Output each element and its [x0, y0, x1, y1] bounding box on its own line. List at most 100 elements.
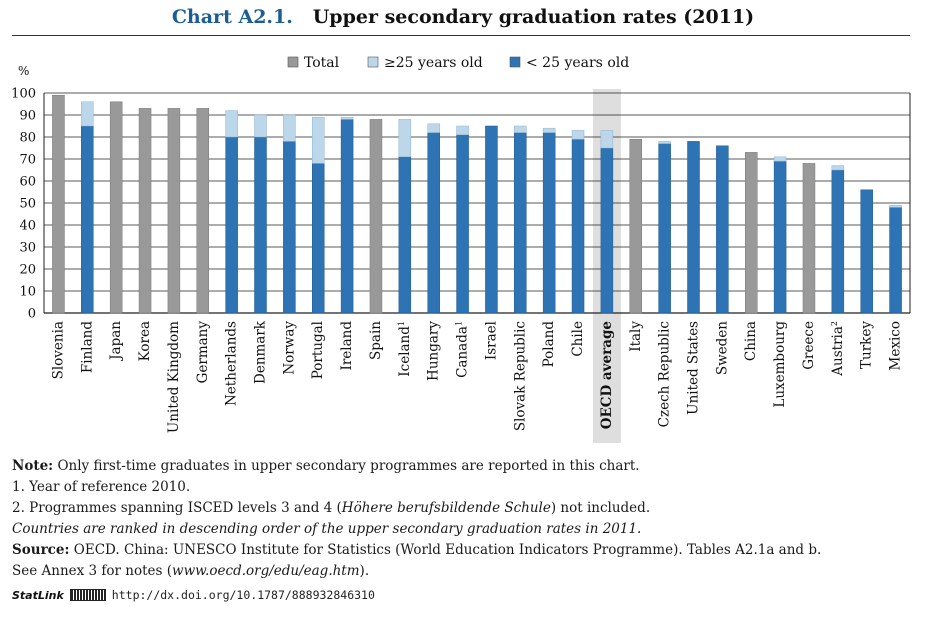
x-tick-label-slovenia: Slovenia — [50, 321, 66, 379]
x-tick-label-text: Sweden — [714, 321, 730, 375]
bar-over25-chile — [571, 130, 585, 140]
x-tick-label-sup: 2 — [830, 321, 839, 326]
x-tick-label-united-states: United States — [686, 321, 702, 415]
bar-over25-luxembourg — [773, 156, 787, 162]
y-tick-label-30: 30 — [19, 241, 36, 256]
x-tick-label-spain: Spain — [368, 321, 384, 360]
source-label: Source: — [12, 542, 70, 558]
bar-total-germany — [196, 108, 210, 314]
bar-over25-hungary — [427, 123, 440, 133]
bar-total-united-kingdom — [167, 108, 181, 314]
x-tick-label-text: OECD average — [599, 321, 615, 429]
bar-over25-finland — [81, 101, 94, 127]
x-tick-label-chile: Chile — [570, 321, 586, 357]
note-text: Only first-time graduates in upper secon… — [53, 458, 640, 474]
statlink-brand: StatLink — [12, 588, 64, 602]
y-tick-label-80: 80 — [19, 131, 36, 146]
x-tick-label-text: Portugal — [310, 321, 326, 379]
bar-under25-portugal — [311, 163, 325, 314]
x-tick-label-text: Greece — [801, 321, 817, 370]
bar-total-korea — [138, 108, 152, 314]
x-tick-label-china: China — [743, 321, 759, 361]
x-tick-label-text: Mexico — [888, 321, 904, 370]
x-tick-label-sup: 1 — [455, 321, 464, 326]
bar-total-china — [744, 152, 758, 314]
bar-under25-denmark — [254, 136, 267, 314]
bar-under25-hungary — [427, 132, 440, 314]
y-tick-label-50: 50 — [19, 197, 36, 212]
x-tick-label-text: Chile — [570, 321, 586, 357]
y-tick-label-100: 100 — [11, 87, 36, 102]
x-tick-label-text: Denmark — [253, 320, 269, 384]
legend-label-total: Total — [304, 55, 340, 71]
x-tick-label-turkey: Turkey — [859, 321, 875, 369]
x-tick-label-text: Turkey — [859, 321, 875, 369]
y-tick-label-0: 0 — [28, 307, 36, 322]
x-tick-label-text: Poland — [541, 321, 557, 368]
x-tick-label-austria: Austria2 — [830, 321, 846, 377]
x-tick-label-poland: Poland — [541, 321, 557, 368]
x-tick-label-canada: Canada1 — [455, 321, 471, 378]
bar-total-spain — [369, 119, 383, 314]
x-tick-label-germany: Germany — [195, 321, 211, 384]
y-tick-label-20: 20 — [19, 263, 36, 278]
title-rule — [12, 35, 910, 36]
bar-under25-slovak-republic — [514, 132, 527, 314]
x-tick-label-slovak-republic: Slovak Republic — [512, 321, 528, 431]
statlink-logo-icon — [69, 589, 106, 601]
bar-over25-canada — [456, 125, 469, 136]
x-tick-label-text: Spain — [368, 321, 384, 360]
x-tick-label-united-kingdom: United Kingdom — [166, 321, 182, 433]
bar-over25-iceland — [398, 119, 412, 158]
statlink-url[interactable]: http://dx.doi.org/10.1787/888932846310 — [111, 588, 375, 602]
x-tick-label-text: China — [743, 321, 759, 361]
y-tick-label-10: 10 — [19, 285, 36, 300]
bar-total-slovenia — [52, 94, 65, 314]
bar-chart: 0 10 20 30 40 50 60 70 80 90 100% Total ≥25 years ol… — [11, 55, 911, 443]
bar-total-japan — [109, 101, 123, 314]
x-tick-label-oecd-average: OECD average — [599, 321, 615, 429]
x-tick-label-text: Germany — [195, 321, 211, 384]
x-tick-label-sup: 1 — [397, 321, 406, 326]
x-tick-label-text: Korea — [137, 321, 153, 361]
source-line: Source: OECD. China: UNESCO Institute fo… — [12, 540, 912, 561]
y-tick-label-40: 40 — [19, 219, 36, 234]
x-tick-label-greece: Greece — [801, 321, 817, 370]
x-tick-label-text: Italy — [628, 321, 644, 352]
bar-under25-czech-republic — [658, 143, 671, 314]
chart-title: Chart A2.1. Upper secondary graduation r… — [0, 6, 926, 28]
bar-under25-iceland — [398, 156, 412, 314]
x-tick-label-text: Japan — [108, 321, 124, 362]
bar-over25-portugal — [311, 116, 325, 164]
bar-under25-mexico — [889, 207, 902, 314]
y-tick-label-90: 90 — [19, 109, 36, 124]
x-tick-label-text: Ireland — [339, 321, 355, 371]
bar-over25-poland — [542, 127, 556, 133]
x-tick-label-text: Finland — [79, 321, 95, 373]
x-tick-label-japan: Japan — [108, 321, 124, 362]
x-tick-label-text: Slovenia — [50, 321, 66, 379]
x-tick-label-hungary: Hungary — [426, 321, 442, 381]
bar-under25-israel — [485, 125, 498, 314]
x-tick-label-finland: Finland — [79, 321, 95, 373]
bar-under25-austria — [831, 169, 845, 314]
bar-under25-ireland — [340, 119, 354, 314]
x-tick-label-mexico: Mexico — [888, 321, 904, 370]
x-tick-label-text: United Kingdom — [166, 321, 182, 433]
footnote-2-post: ) not included. — [550, 500, 651, 516]
bar-total-italy — [629, 138, 643, 314]
bar-over25-oecd-average — [600, 130, 614, 149]
bar-under25-turkey — [860, 189, 873, 314]
x-tick-label-text: Canada — [455, 326, 471, 378]
bar-under25-luxembourg — [773, 160, 787, 314]
source-text: OECD. China: UNESCO Institute for Statis… — [69, 542, 822, 558]
bar-over25-ireland — [340, 116, 354, 120]
y-tick-label-60: 60 — [19, 175, 36, 190]
bar-over25-netherlands — [225, 110, 238, 138]
x-tick-label-text: Iceland — [397, 326, 413, 377]
x-tick-label-denmark: Denmark — [253, 320, 269, 384]
annex-url[interactable]: www.oecd.org/edu/eag.htm — [172, 563, 360, 579]
x-tick-label-sweden: Sweden — [714, 321, 730, 375]
x-tick-label-norway: Norway — [281, 321, 297, 375]
footnote-2-italic: Höhere berufsbildende Schule — [341, 500, 551, 516]
